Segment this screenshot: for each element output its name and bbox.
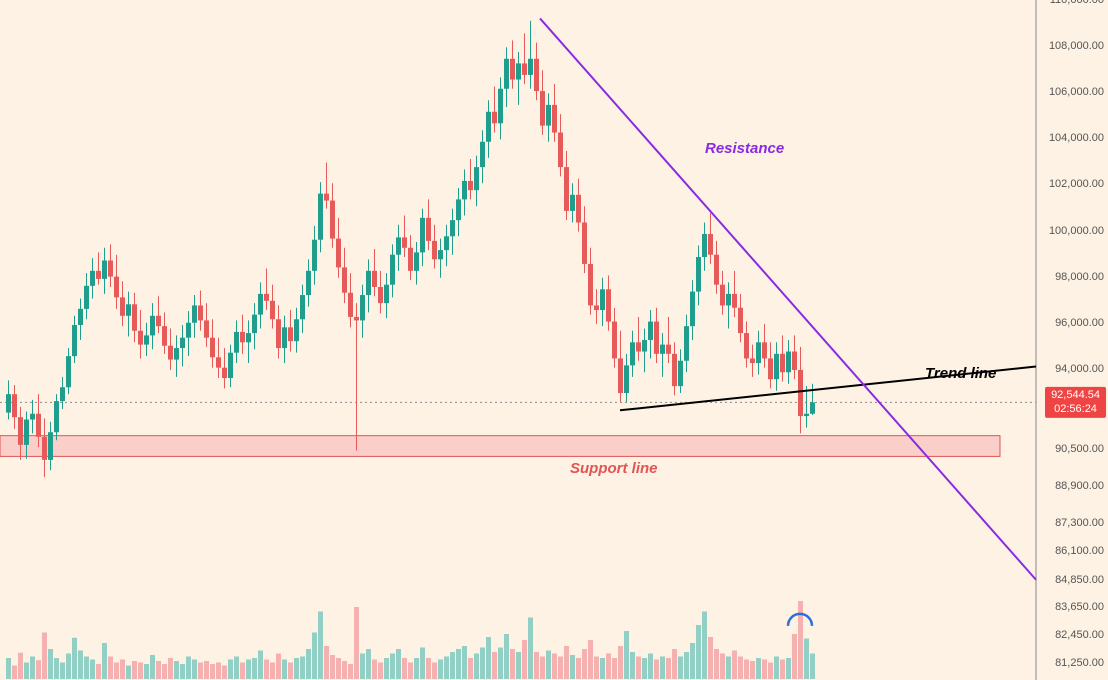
current-price-value: 92,544.54 [1051, 389, 1100, 402]
y-axis-tick-label: 104,000.00 [1049, 132, 1104, 144]
y-axis-tick-label: 96,000.00 [1055, 317, 1104, 329]
y-axis-tick-label: 94,000.00 [1055, 363, 1104, 375]
countdown-timer: 02:56:24 [1051, 402, 1100, 415]
y-axis-tick-label: 102,000.00 [1049, 178, 1104, 190]
resistance-label: Resistance [705, 140, 784, 157]
y-axis-tick-label: 88,900.00 [1055, 480, 1104, 492]
y-axis-tick-label: 90,500.00 [1055, 443, 1104, 455]
y-axis-tick-label: 106,000.00 [1049, 86, 1104, 98]
y-axis-tick-label: 81,250.00 [1055, 657, 1104, 669]
support-line-label: Support line [570, 460, 658, 477]
y-axis-tick-label: 82,450.00 [1055, 629, 1104, 641]
y-axis-tick-label: 87,300.00 [1055, 517, 1104, 529]
chart-svg[interactable] [0, 0, 1108, 680]
y-axis-tick-label: 98,000.00 [1055, 271, 1104, 283]
chart-container: 110,000.00 108,000.00 106,000.00 104,000.00… [0, 0, 1108, 680]
trend-line-label: Trend line [925, 365, 996, 382]
y-axis-tick-label: 83,650.00 [1055, 601, 1104, 613]
y-axis-tick-label: 110,000.00 [1050, 0, 1104, 6]
y-axis-tick-label: 86,100.00 [1055, 545, 1104, 557]
current-price-badge: 92,544.5402:56:24 [1045, 387, 1106, 417]
y-axis-tick-label: 84,850.00 [1055, 574, 1104, 586]
y-axis-tick-label: 100,000.00 [1049, 225, 1104, 237]
y-axis-tick-label: 108,000.00 [1049, 40, 1104, 52]
